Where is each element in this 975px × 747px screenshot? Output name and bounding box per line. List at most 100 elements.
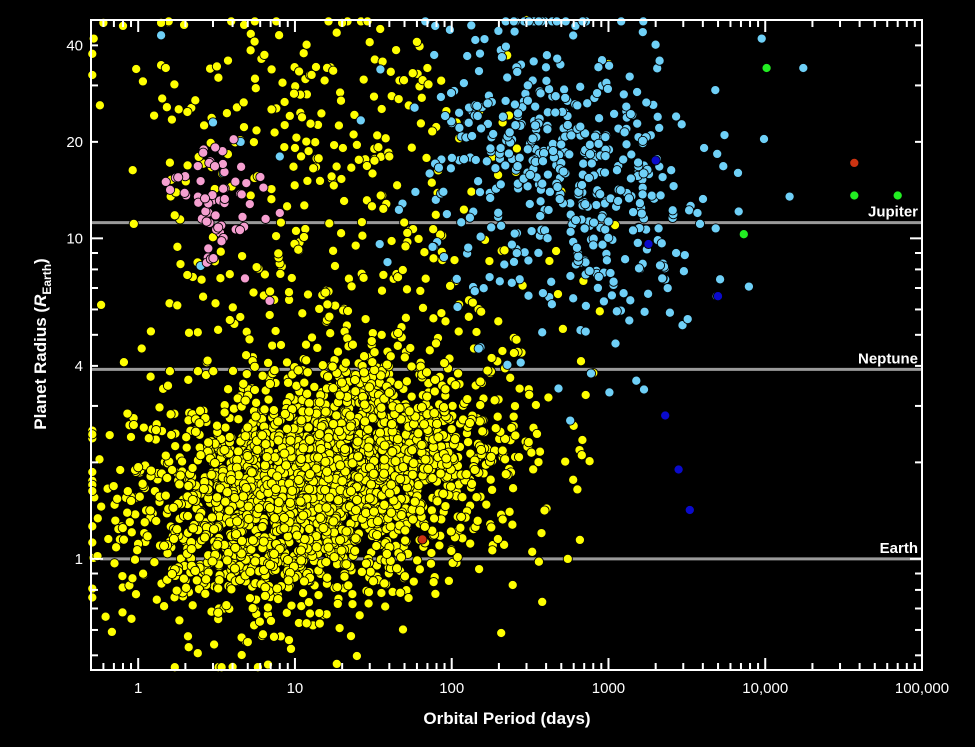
data-point [475, 400, 486, 411]
data-point [496, 220, 507, 231]
data-point [588, 217, 599, 228]
data-point [666, 165, 677, 176]
data-point [203, 437, 214, 448]
data-point [298, 510, 309, 521]
data-point [369, 347, 380, 358]
data-point [122, 486, 133, 497]
data-point [293, 474, 304, 486]
data-point [399, 217, 410, 228]
data-point [514, 383, 525, 394]
data-point [625, 295, 636, 306]
data-point [603, 232, 614, 243]
data-point [331, 410, 342, 421]
data-point [224, 314, 235, 326]
data-point [236, 649, 247, 661]
data-point [203, 243, 214, 254]
data-point [580, 300, 591, 311]
data-point [249, 36, 260, 47]
data-point [575, 356, 587, 367]
data-point [527, 133, 538, 144]
data-point [298, 48, 309, 59]
data-point [657, 273, 668, 284]
data-point [409, 102, 420, 113]
data-point [386, 507, 397, 518]
data-point [363, 598, 374, 609]
data-point [384, 151, 395, 162]
data-point [219, 407, 230, 418]
data-point [592, 88, 603, 99]
data-point [244, 593, 256, 604]
data-point [301, 39, 312, 50]
data-point [493, 207, 504, 218]
data-point [541, 75, 552, 86]
data-point [261, 452, 272, 463]
data-point [345, 486, 357, 497]
data-point [511, 334, 522, 345]
data-point [263, 357, 274, 368]
data-point [237, 211, 248, 222]
data-point [420, 273, 431, 284]
data-point [584, 456, 595, 467]
data-point [87, 583, 98, 594]
data-point [638, 168, 649, 179]
data-point [397, 264, 408, 276]
data-point [452, 552, 463, 563]
data-point [892, 190, 903, 201]
data-point [198, 483, 209, 494]
data-point [298, 588, 309, 599]
data-point [454, 122, 465, 133]
data-point [474, 187, 486, 198]
data-point [634, 198, 645, 209]
data-point [436, 308, 447, 319]
data-point [440, 316, 451, 327]
data-point [397, 624, 409, 635]
data-point [376, 402, 387, 413]
data-point [379, 440, 390, 451]
data-point [394, 403, 405, 414]
data-point [264, 378, 276, 389]
data-point [408, 576, 419, 587]
data-point [347, 589, 358, 600]
data-point [502, 359, 513, 370]
data-point [350, 505, 362, 516]
data-point [435, 91, 446, 103]
data-point [416, 92, 427, 103]
data-point [349, 109, 360, 120]
data-point [145, 505, 156, 516]
data-point [195, 405, 206, 416]
data-point [429, 408, 440, 419]
data-point [738, 229, 749, 240]
data-point [250, 83, 261, 94]
data-point [715, 274, 726, 285]
data-point [654, 260, 666, 271]
data-point [242, 451, 253, 462]
data-point [500, 95, 511, 106]
data-point [213, 324, 224, 335]
data-point [445, 481, 456, 492]
data-point [161, 102, 172, 113]
data-point [469, 464, 480, 475]
data-point [475, 231, 486, 242]
data-points [87, 14, 903, 673]
data-point [220, 496, 231, 507]
data-point [505, 372, 516, 383]
data-point [354, 610, 365, 621]
data-point [363, 442, 374, 453]
data-point [376, 329, 387, 340]
data-point [494, 276, 505, 287]
data-point [257, 370, 268, 381]
data-point [262, 602, 273, 613]
data-point [447, 400, 458, 411]
data-point [484, 256, 495, 267]
data-point [422, 62, 433, 74]
data-point [224, 505, 235, 516]
data-point [282, 554, 293, 566]
data-point [350, 386, 361, 397]
data-point [250, 411, 261, 422]
data-point [210, 298, 221, 309]
data-point [390, 456, 401, 467]
data-point [673, 464, 684, 475]
data-point [328, 180, 339, 191]
data-point [445, 163, 456, 174]
data-point [544, 255, 555, 267]
